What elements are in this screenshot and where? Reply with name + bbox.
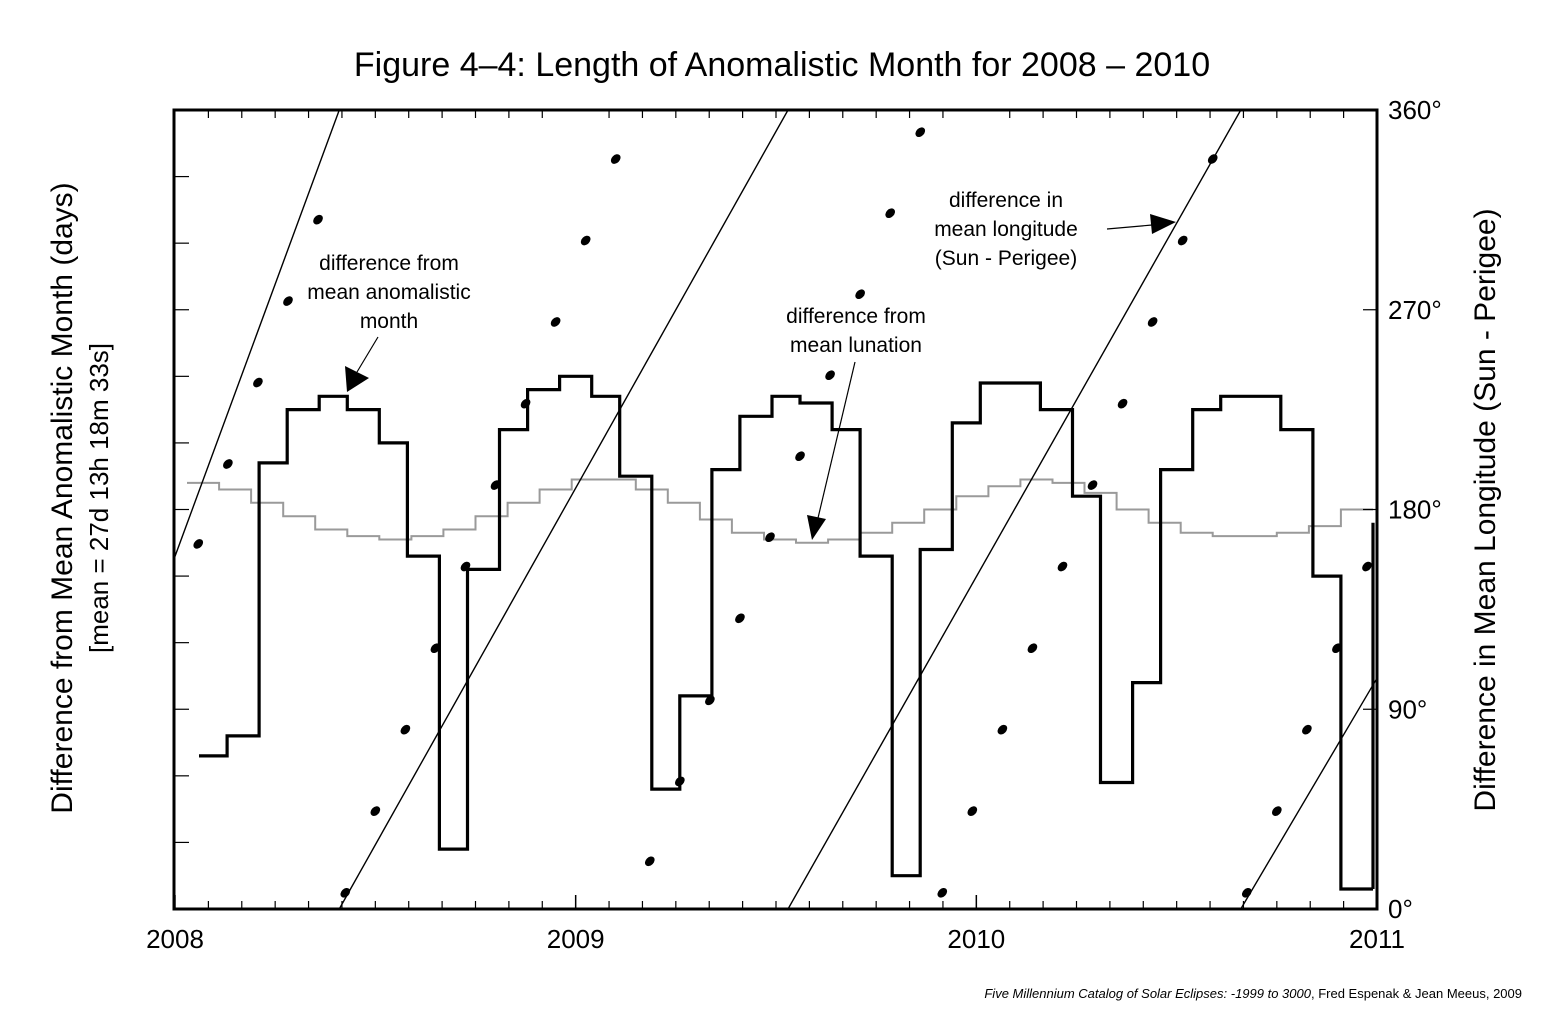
longitude-dot [1147,317,1158,327]
longitude-dot [795,451,805,462]
annotation-arrow-line [1106,224,1153,230]
longitude-line [175,110,340,559]
right-tick-label: 270° [1388,295,1442,325]
right-tick-label: 90° [1388,694,1427,724]
longitude-line [787,110,1242,909]
longitude-dot [430,643,441,654]
longitude-dot [313,214,323,225]
longitude-dot [550,317,561,327]
longitude-dot [1207,154,1218,164]
longitude-dot [1057,561,1068,572]
annotation-arrow-head [345,366,369,392]
longitude-dot [340,887,351,898]
longitude-dot [997,724,1008,735]
longitude-dot [915,127,926,138]
longitude-dot [825,370,835,381]
right-tick-label: 360° [1388,95,1442,125]
longitude-dot [675,776,685,787]
longitude-dot [193,539,204,549]
right-axis-label: Difference in Mean Longitude (Sun - Peri… [1469,208,1502,811]
longitude-dot [520,398,531,409]
longitude-dot [967,806,978,816]
x-tick-label: 2008 [146,924,204,954]
annotation-longitude: difference in mean longitude (Sun - Peri… [934,189,1176,270]
x-tick-label: 2009 [547,924,605,954]
longitude-dot [580,235,591,246]
series-anomalistic-month [199,374,1375,891]
series-mean-lunation [187,478,1373,544]
longitude-dot [610,154,621,164]
longitude-dot [1027,643,1038,654]
longitude-dot [1362,561,1372,572]
longitude-dot [253,377,263,388]
annotation-lunation: difference from mean lunation [786,305,926,540]
annotation-line: mean longitude [934,218,1078,241]
annotation-line: month [360,310,418,333]
source-credit: Five Millennium Catalog of Solar Eclipse… [984,986,1522,1001]
longitude-dot [1087,480,1098,490]
longitude-line [338,110,789,909]
left-axis-sublabel: [mean = 27d 13h 18m 33s] [84,343,114,653]
longitude-dot [765,532,775,543]
longitude-dot [885,208,895,219]
longitude-dot [490,480,501,490]
annotation-arrow-line [356,336,379,373]
longitude-dot [1241,887,1252,898]
longitude-dot [735,613,745,624]
longitude-dot [1177,235,1188,246]
x-tick-label: 2010 [947,924,1005,954]
longitude-dot [370,806,381,816]
longitude-dot [400,724,411,735]
annotation-line: mean lunation [790,334,922,357]
annotation-line: difference from [786,305,926,328]
longitude-dot [937,887,948,898]
x-tick-label: 2011 [1349,924,1405,954]
longitude-dot [1332,643,1342,654]
longitude-line [1240,677,1377,909]
longitude-dot [855,289,865,300]
annotation-line: difference from [319,252,459,275]
longitude-dot [1117,398,1128,409]
longitude-dot [223,459,233,469]
longitude-dot [283,296,293,306]
annotation-anomalistic: difference from mean anomalistic month [307,252,471,392]
longitude-dot [644,856,655,867]
annotation-arrow-head [1150,214,1176,234]
plot-frame [172,108,1379,911]
annotation-arrow-head [807,515,826,540]
credit-title: Five Millennium Catalog of Solar Eclipse… [984,986,1311,1001]
longitude-dot [705,695,715,706]
right-tick-label: 0° [1388,894,1413,924]
left-axis-label: Difference from Mean Anomalistic Month (… [46,182,79,813]
right-tick-label: 180° [1388,495,1442,525]
chart-title: Figure 4–4: Length of Anomalistic Month … [354,46,1210,84]
annotation-line: (Sun - Perigee) [935,247,1077,270]
annotation-line: mean anomalistic [307,281,470,304]
credit-authors: , Fred Espenak & Jean Meeus, 2009 [1310,986,1522,1001]
annotation-line: difference in [949,189,1063,212]
annotation-arrow-line [817,361,856,519]
longitude-dot [1302,724,1312,735]
longitude-dot [460,561,471,572]
longitude-dot [1272,806,1282,816]
